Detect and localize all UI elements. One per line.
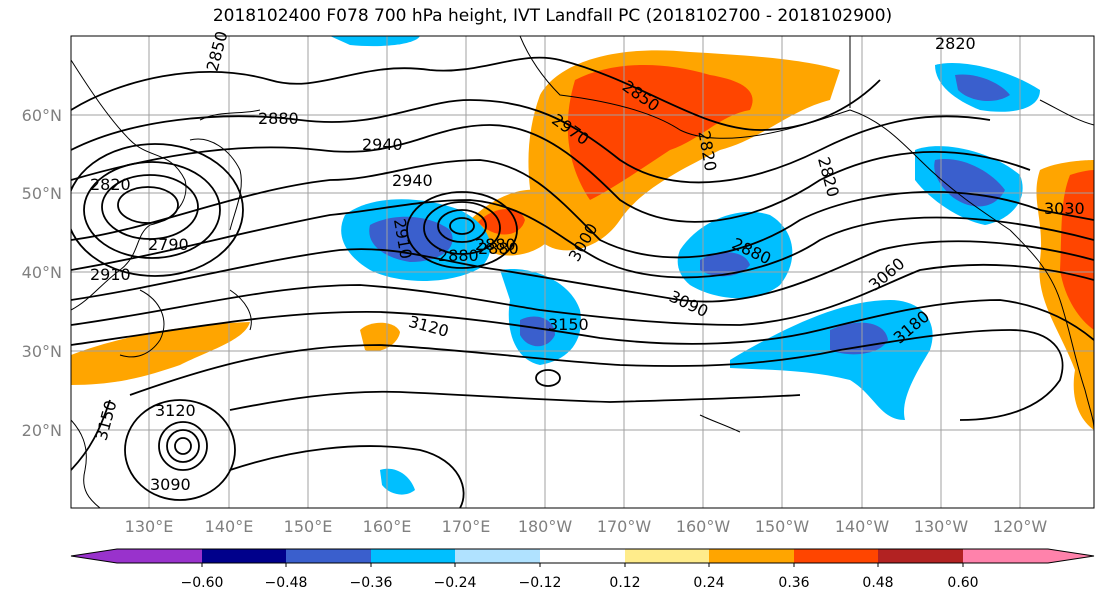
- colorbar-tick: 0.60: [947, 575, 978, 591]
- map-title: 2018102400 F078 700 hPa height, IVT Land…: [212, 6, 893, 26]
- latitude-labels: 60°N 50°N 40°N 30°N 20°N: [22, 106, 62, 440]
- lon-label: 120°W: [993, 517, 1048, 536]
- colorbar-extend-left: [71, 549, 117, 563]
- contour-label: 2880: [258, 109, 299, 128]
- colorbar-segment: [286, 549, 371, 563]
- lon-label: 140°W: [835, 517, 890, 536]
- contour-label: 2790: [148, 235, 189, 254]
- longitude-labels: 130°E 140°E 150°E 160°E 170°E 180°W 170°…: [125, 517, 1048, 536]
- contour-label: 2820: [935, 34, 976, 53]
- lon-label: 160°E: [363, 517, 412, 536]
- colorbar-tick: 0.36: [778, 575, 809, 591]
- lon-label: 170°W: [597, 517, 652, 536]
- lon-label: 180°W: [518, 517, 573, 536]
- coastlines: [71, 36, 1094, 508]
- map-frame: [70, 35, 1095, 509]
- colorbar-tick: −0.48: [265, 575, 308, 591]
- lon-label: 160°W: [676, 517, 731, 536]
- colorbar-tick: 0.24: [693, 575, 724, 591]
- colorbar-tick: −0.24: [434, 575, 477, 591]
- colorbar-segment: [371, 549, 455, 563]
- contour-label: 2880: [475, 235, 516, 254]
- colorbar-tick: −0.12: [519, 575, 562, 591]
- colorbar-segment: [878, 549, 963, 563]
- lon-label: 150°E: [284, 517, 333, 536]
- colorbar-segment: [794, 549, 878, 563]
- colorbar-segment: [202, 549, 286, 563]
- lon-label: 130°W: [914, 517, 969, 536]
- colorbar-segment: [963, 549, 1048, 563]
- contour-label: 3030: [1044, 199, 1085, 218]
- contour-label: 3090: [150, 475, 191, 494]
- colorbar: [70, 548, 1095, 567]
- contour-label: 2880: [438, 246, 479, 265]
- ivt-shading: [71, 36, 1094, 495]
- lon-label: 140°E: [205, 517, 254, 536]
- height-contours: [71, 56, 1094, 508]
- contour-label: 3120: [155, 401, 196, 420]
- colorbar-tick-labels: −0.60 −0.48 −0.36 −0.24 −0.12 0.12 0.24 …: [181, 575, 979, 591]
- colorbar-segment: [117, 549, 202, 563]
- contour-label: 2820: [90, 175, 131, 194]
- colorbar-segment: [625, 549, 709, 563]
- lat-label: 30°N: [22, 342, 62, 361]
- lat-label: 20°N: [22, 421, 62, 440]
- graticule: [71, 36, 1094, 508]
- colorbar-extend-right: [1048, 549, 1094, 563]
- colorbar-tick: 0.48: [862, 575, 893, 591]
- lon-label: 170°E: [442, 517, 491, 536]
- colorbar-segment: [709, 549, 794, 563]
- lon-label: 150°W: [755, 517, 810, 536]
- contour-label: 2940: [362, 135, 403, 154]
- lon-label: 130°E: [125, 517, 174, 536]
- colorbar-tick: 0.12: [609, 575, 640, 591]
- colorbar-tick: −0.36: [350, 575, 393, 591]
- contour-label: 3150: [548, 315, 589, 334]
- colorbar-segment: [540, 549, 625, 563]
- colorbar-outline: [70, 548, 1095, 564]
- contour-label: 2910: [90, 265, 131, 284]
- colorbar-tick: −0.60: [181, 575, 224, 591]
- colorbar-segment: [455, 549, 540, 563]
- lat-label: 50°N: [22, 184, 62, 203]
- contour-label: 2940: [392, 171, 433, 190]
- contour-label: 2880: [478, 239, 519, 258]
- lat-label: 60°N: [22, 106, 62, 125]
- lat-label: 40°N: [22, 263, 62, 282]
